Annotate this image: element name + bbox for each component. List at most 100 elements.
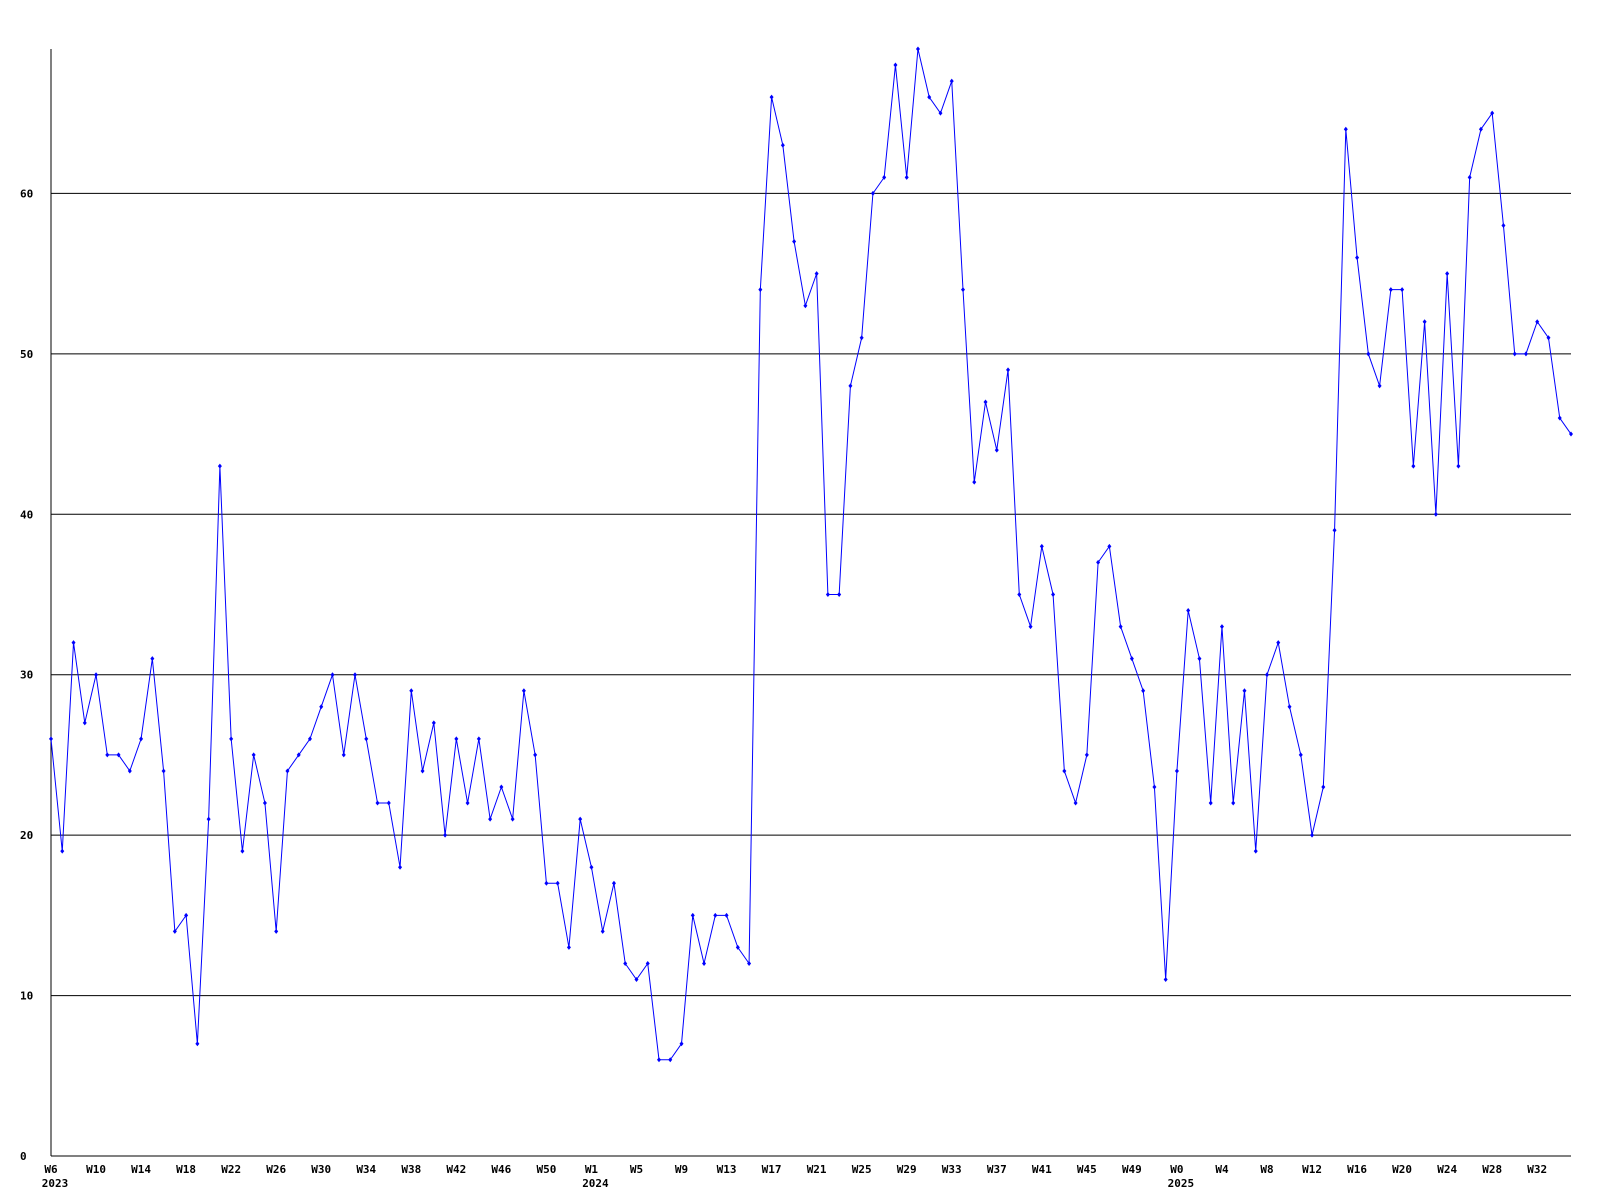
data-point — [105, 752, 110, 758]
data-point — [600, 928, 605, 934]
data-point — [1174, 768, 1179, 774]
x-tick-label: W25 — [852, 1163, 872, 1176]
data-point — [1388, 287, 1393, 293]
data-point — [825, 591, 830, 597]
x-tick-label: W8 — [1260, 1163, 1273, 1176]
data-point — [1006, 367, 1011, 373]
data-point — [611, 880, 616, 886]
x-tick-label: W16 — [1347, 1163, 1367, 1176]
data-point — [285, 768, 290, 774]
x-tick-label: W33 — [942, 1163, 962, 1176]
data-point — [690, 912, 695, 918]
data-point — [1332, 527, 1337, 533]
data-point — [353, 672, 357, 678]
data-point — [499, 784, 504, 790]
data-point — [803, 303, 808, 309]
data-point — [994, 447, 999, 453]
data-point — [566, 944, 571, 950]
data-point — [510, 816, 515, 822]
x-tick-label: W4 — [1215, 1163, 1229, 1176]
data-point — [713, 912, 718, 918]
data-point — [319, 704, 324, 710]
data-point — [251, 752, 256, 758]
data-point — [702, 960, 707, 966]
data-point — [431, 720, 436, 726]
x-tick-label: W49 — [1122, 1163, 1142, 1176]
y-tick-label: 20 — [20, 829, 33, 842]
data-point — [758, 287, 763, 293]
data-point — [49, 736, 53, 742]
data-point — [780, 142, 785, 148]
data-point — [420, 768, 425, 774]
data-point — [1501, 222, 1506, 228]
data-point — [1051, 591, 1056, 597]
data-point — [657, 1057, 661, 1063]
x-tick-label: W24 — [1437, 1163, 1457, 1176]
data-point — [1062, 768, 1067, 774]
data-point — [645, 960, 650, 966]
data-point — [116, 752, 121, 758]
data-point — [904, 174, 909, 180]
data-point — [465, 800, 470, 806]
data-point — [1163, 977, 1168, 983]
data-point — [623, 960, 628, 966]
data-point — [172, 928, 177, 934]
data-point — [150, 656, 155, 662]
data-point — [71, 640, 76, 646]
data-point — [229, 736, 234, 742]
data-point — [139, 736, 144, 742]
x-tick-label: W18 — [176, 1163, 196, 1176]
data-point — [1152, 784, 1157, 790]
data-point — [1490, 110, 1495, 116]
data-point — [1118, 624, 1123, 630]
data-point — [983, 399, 988, 405]
x-tick-label: W34 — [356, 1163, 376, 1176]
data-point — [814, 271, 819, 277]
data-point — [792, 239, 797, 245]
y-tick-label: 50 — [20, 348, 33, 361]
data-point — [127, 768, 132, 774]
data-point — [1467, 174, 1472, 180]
data-point — [488, 816, 493, 822]
data-point — [1298, 752, 1303, 758]
data-point — [1400, 287, 1405, 293]
data-point — [882, 174, 887, 180]
x-year-label: 2024 — [582, 1177, 609, 1190]
x-tick-label: W28 — [1482, 1163, 1502, 1176]
data-point — [1343, 126, 1348, 132]
data-point — [1084, 752, 1089, 758]
data-point — [296, 752, 301, 758]
data-point — [386, 800, 391, 806]
data-point — [521, 688, 526, 694]
data-point — [589, 864, 594, 870]
x-tick-label: W0 — [1170, 1163, 1183, 1176]
data-point — [915, 46, 920, 52]
x-tick-label: W13 — [717, 1163, 737, 1176]
data-line — [50, 48, 1572, 1061]
data-point — [1546, 335, 1551, 341]
data-point — [217, 463, 222, 469]
data-point — [1366, 351, 1371, 357]
data-point — [1523, 351, 1528, 357]
data-point — [634, 977, 639, 983]
x-tick-label: W45 — [1077, 1163, 1097, 1176]
data-point — [206, 816, 211, 822]
data-point — [1231, 800, 1236, 806]
data-point — [398, 864, 403, 870]
data-point — [1096, 559, 1101, 565]
x-tick-label: W46 — [491, 1163, 511, 1176]
x-tick-label: W41 — [1032, 1163, 1052, 1176]
data-point — [476, 736, 481, 742]
data-point — [961, 287, 965, 293]
data-point — [375, 800, 380, 806]
data-point — [1355, 255, 1360, 261]
x-year-label: 2023 — [42, 1177, 69, 1190]
data-point — [859, 335, 864, 341]
data-point — [60, 848, 65, 854]
data-point — [1411, 463, 1416, 469]
data-point — [184, 912, 189, 918]
x-tick-label: W10 — [86, 1163, 106, 1176]
data-point — [893, 62, 898, 68]
